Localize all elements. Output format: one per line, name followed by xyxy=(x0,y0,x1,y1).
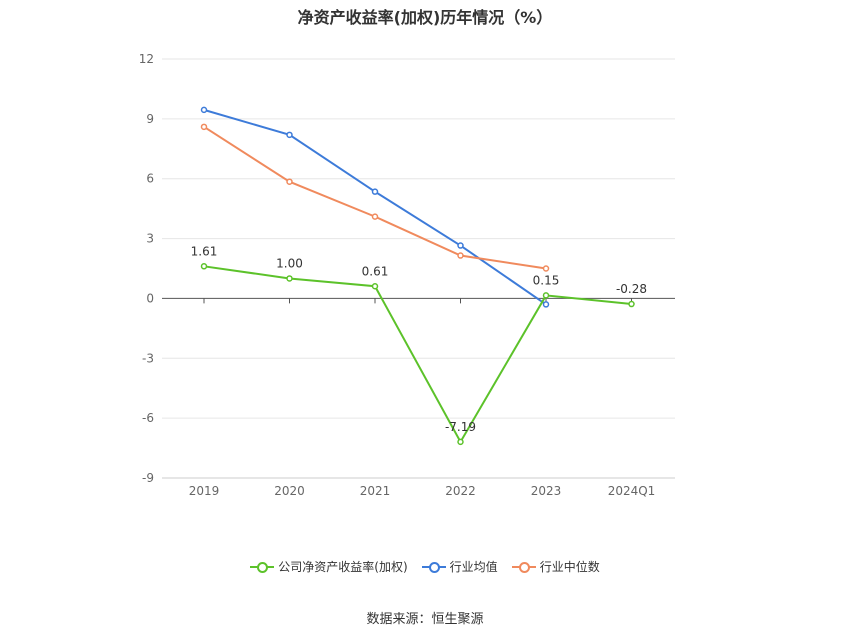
data-point xyxy=(286,275,293,282)
data-point xyxy=(200,123,208,131)
legend-item-0[interactable]: 公司净资产收益率(加权) xyxy=(250,558,408,575)
y-tick-label: -9 xyxy=(142,471,154,485)
data-label: 1.61 xyxy=(191,244,218,258)
x-tick-label: 2019 xyxy=(189,484,220,498)
data-point xyxy=(371,283,379,290)
y-tick-label: -3 xyxy=(142,351,154,365)
chart-source: 数据来源：恒生聚源 xyxy=(366,612,484,627)
data-point xyxy=(542,292,550,299)
data-label: -7.19 xyxy=(445,420,476,434)
data-point xyxy=(628,300,635,308)
data-point xyxy=(457,438,464,446)
y-tick-label: -6 xyxy=(142,411,154,425)
axis-layer: -9 -6 -3 0 3 6 9 12 2019 2020 2021 2022 2023 2024Q1 xyxy=(139,52,675,498)
data-point xyxy=(542,265,550,272)
series-2 xyxy=(200,123,550,272)
label-layer: 1.61 1.00 0.61 -7.19 0.15 -0.28 xyxy=(191,244,647,434)
data-label: -0.28 xyxy=(616,282,647,296)
legend-label: 公司净资产收益率(加权) xyxy=(278,560,408,574)
legend-swatch xyxy=(511,560,536,574)
y-tick-label: 12 xyxy=(139,52,154,66)
data-label: 0.15 xyxy=(533,273,560,287)
series-layer xyxy=(200,106,635,446)
legend-label: 行业均值 xyxy=(449,560,498,574)
data-point xyxy=(200,263,208,270)
series-line xyxy=(203,265,632,444)
x-tick-label: 2022 xyxy=(445,484,476,498)
legend-swatch xyxy=(421,560,446,574)
data-point xyxy=(457,252,464,259)
x-tick-label: 2024Q1 xyxy=(608,484,656,498)
data-point xyxy=(200,106,208,114)
legend-item-1[interactable]: 行业均值 xyxy=(421,558,498,575)
series-0 xyxy=(200,263,635,446)
x-tick-label: 2021 xyxy=(360,484,391,498)
x-tick-label: 2020 xyxy=(274,484,305,498)
y-tick-label: 0 xyxy=(146,291,154,305)
legend-swatch xyxy=(250,560,275,574)
data-label: 1.00 xyxy=(276,256,303,270)
legend-item-2[interactable]: 行业中位数 xyxy=(511,558,600,575)
grid-layer xyxy=(162,58,675,479)
legend: 公司净资产收益率(加权) 行业均值 行业中位数 xyxy=(0,558,850,575)
y-tick-label: 3 xyxy=(146,232,154,246)
data-point xyxy=(371,213,379,220)
data-point xyxy=(286,178,293,185)
data-point xyxy=(542,301,550,308)
data-point xyxy=(371,188,379,195)
series-1 xyxy=(200,106,550,308)
data-point xyxy=(286,131,293,139)
data-point xyxy=(457,242,464,249)
data-label: 0.61 xyxy=(362,264,389,278)
series-line xyxy=(203,125,547,270)
legend-label: 行业中位数 xyxy=(539,560,600,574)
y-tick-label: 9 xyxy=(146,112,154,126)
y-tick-label: 6 xyxy=(146,172,154,186)
chart-title: 净资产收益率(加权)历年情况（%） xyxy=(297,8,553,27)
x-tick-label: 2023 xyxy=(531,484,562,498)
